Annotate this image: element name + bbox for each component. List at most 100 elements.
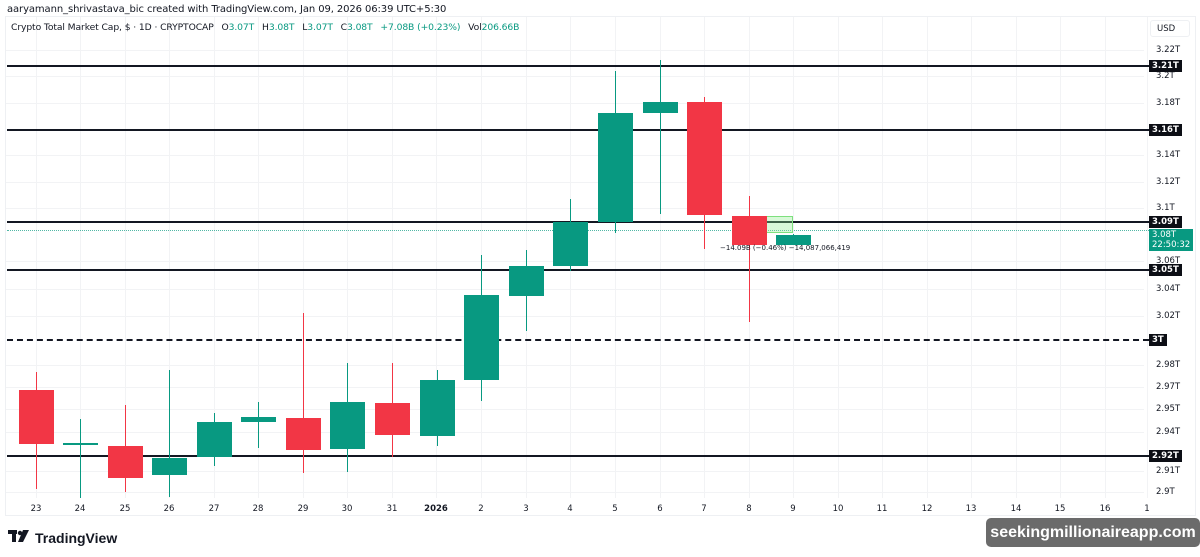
grid-line-vertical	[1016, 17, 1017, 498]
change-value: +7.08B (+0.23%)	[380, 22, 461, 33]
candle-wick	[169, 370, 170, 497]
price-tick-label: 2.9T	[1156, 487, 1175, 497]
candle-body[interactable]	[643, 102, 678, 113]
grid-line-horizontal	[6, 432, 1144, 433]
low-value: 3.07T	[307, 22, 333, 33]
candle-body[interactable]	[420, 380, 455, 436]
horizontal-level-line[interactable]	[7, 339, 1149, 341]
grid-line-vertical	[258, 17, 259, 498]
time-tick-label: 12	[921, 504, 933, 514]
price-tick-label: 2.97T	[1156, 382, 1181, 392]
candle-body[interactable]	[241, 417, 276, 422]
grid-line-horizontal	[6, 471, 1144, 472]
price-tick-label: 3.14T	[1156, 150, 1181, 160]
price-tick-label: 3.2T	[1156, 71, 1175, 81]
time-tick-label: 27	[208, 504, 220, 514]
candle-wick	[258, 402, 259, 448]
tradingview-logo-icon	[8, 530, 30, 546]
price-tick-label: 3.18T	[1156, 98, 1181, 108]
level-price-badge: 2.92T	[1149, 450, 1182, 462]
candle-body[interactable]	[286, 418, 321, 450]
level-price-badge: 3T	[1149, 334, 1167, 346]
currency-button[interactable]: USD	[1150, 20, 1190, 37]
candle-wick	[660, 60, 661, 214]
candle-body[interactable]	[63, 443, 98, 445]
price-tick-label: 3.22T	[1156, 45, 1181, 55]
grid-line-vertical	[347, 17, 348, 498]
grid-line-horizontal	[6, 50, 1144, 51]
grid-line-vertical	[793, 17, 794, 498]
candle-body[interactable]	[598, 113, 633, 222]
high-value: 3.08T	[268, 22, 295, 33]
time-axis[interactable]: 23 24 25 26 27 28 29 30 31 2026 2 3 4 5 6 7 8 9 10 11 12 13 14…	[6, 498, 1150, 516]
horizontal-level-line[interactable]	[7, 269, 1149, 271]
price-tick-label: 2.98T	[1156, 360, 1181, 370]
open-label: O	[221, 22, 229, 33]
level-price-badge: 3.09T	[1149, 216, 1182, 228]
time-tick-label: 30	[341, 504, 353, 514]
grid-line-horizontal	[6, 289, 1144, 290]
low-label: L	[302, 22, 308, 33]
horizontal-level-line[interactable]	[7, 65, 1149, 67]
grid-line-vertical	[392, 17, 393, 498]
time-tick-label: 29	[297, 504, 309, 514]
grid-line-horizontal	[6, 155, 1144, 156]
tradingview-brand: TradingView	[35, 530, 118, 546]
time-tick-label: 13	[965, 504, 977, 514]
candle-body[interactable]	[732, 216, 767, 245]
price-tick-label: 3.06T	[1156, 256, 1181, 266]
level-price-badge: 3.05T	[1149, 264, 1182, 276]
grid-line-vertical	[1105, 17, 1106, 498]
grid-line-horizontal	[6, 208, 1144, 209]
price-tick-label: 2.94T	[1156, 427, 1181, 437]
candle-body[interactable]	[464, 295, 499, 380]
time-tick-label: 25	[119, 504, 131, 514]
grid-line-vertical	[303, 17, 304, 498]
chart-plot-area[interactable]	[6, 17, 1149, 498]
website-watermark: seekingmillionaireapp.com	[986, 518, 1200, 547]
price-tick-label: 2.95T	[1156, 404, 1181, 414]
time-tick-label: 10	[832, 504, 844, 514]
candle-body[interactable]	[687, 102, 722, 215]
price-tick-label: 3.1T	[1156, 203, 1175, 213]
grid-line-vertical	[882, 17, 883, 498]
grid-line-horizontal	[6, 316, 1144, 317]
time-tick-label: 16	[1099, 504, 1111, 514]
candle-body[interactable]	[553, 222, 588, 266]
grid-line-horizontal	[6, 103, 1144, 104]
candle-body[interactable]	[776, 235, 811, 245]
grid-line-vertical	[704, 17, 705, 498]
time-tick-label: 1	[1144, 504, 1150, 514]
candle-body[interactable]	[509, 266, 544, 296]
grid-line-horizontal	[6, 76, 1144, 77]
time-tick-label: 14	[1010, 504, 1022, 514]
level-price-badge: 3.21T	[1149, 60, 1182, 72]
grid-line-horizontal	[6, 387, 1144, 388]
price-tick-label: 3.12T	[1156, 177, 1181, 187]
candle-body[interactable]	[108, 446, 143, 478]
grid-line-vertical	[838, 17, 839, 498]
price-tick-label: 3.02T	[1156, 311, 1181, 321]
candle-body[interactable]	[330, 402, 365, 449]
horizontal-level-line[interactable]	[7, 129, 1149, 131]
grid-line-vertical	[80, 17, 81, 498]
time-tick-label: 8	[746, 504, 752, 514]
candle-body[interactable]	[197, 422, 232, 457]
measure-annotation: −14.09B (−0.46%) −14,087,066,419	[720, 244, 851, 252]
candle-body[interactable]	[152, 458, 187, 475]
price-axis[interactable]: 3.22T 3.2T 3.18T 3.14T 3.12T 3.1T 3.06T 3.04T 3.…	[1144, 17, 1196, 498]
price-tick-label: 3.04T	[1156, 284, 1181, 294]
time-tick-label: 9	[790, 504, 796, 514]
time-tick-label: 26	[163, 504, 175, 514]
grid-line-vertical	[436, 17, 437, 498]
horizontal-level-line[interactable]	[7, 455, 1149, 457]
candle-body[interactable]	[19, 390, 54, 444]
time-tick-label: 15	[1054, 504, 1066, 514]
candle-wick	[80, 419, 81, 498]
level-price-badge: 3.16T	[1149, 124, 1182, 136]
time-tick-label: 24	[74, 504, 86, 514]
time-tick-label: 4	[567, 504, 573, 514]
candle-body[interactable]	[375, 403, 410, 435]
time-tick-label: 6	[657, 504, 663, 514]
time-tick-label: 5	[612, 504, 618, 514]
